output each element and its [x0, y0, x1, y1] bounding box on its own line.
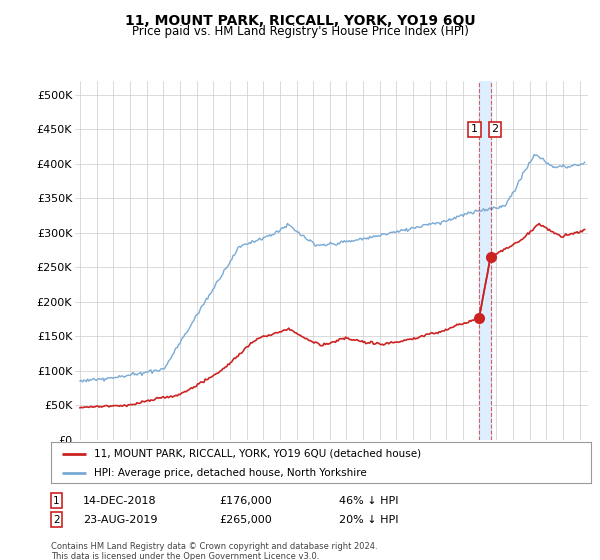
Text: 46% ↓ HPI: 46% ↓ HPI [339, 496, 398, 506]
Text: 11, MOUNT PARK, RICCALL, YORK, YO19 6QU: 11, MOUNT PARK, RICCALL, YORK, YO19 6QU [125, 14, 475, 28]
Text: 14-DEC-2018: 14-DEC-2018 [83, 496, 157, 506]
Text: £176,000: £176,000 [219, 496, 272, 506]
Text: 23-AUG-2019: 23-AUG-2019 [83, 515, 157, 525]
Text: 2: 2 [53, 515, 59, 525]
Text: 20% ↓ HPI: 20% ↓ HPI [339, 515, 398, 525]
Text: Price paid vs. HM Land Registry's House Price Index (HPI): Price paid vs. HM Land Registry's House … [131, 25, 469, 38]
Text: 1: 1 [471, 124, 478, 134]
Text: 11, MOUNT PARK, RICCALL, YORK, YO19 6QU (detached house): 11, MOUNT PARK, RICCALL, YORK, YO19 6QU … [94, 449, 421, 459]
Text: 1: 1 [53, 496, 59, 506]
Text: £265,000: £265,000 [219, 515, 272, 525]
Text: HPI: Average price, detached house, North Yorkshire: HPI: Average price, detached house, Nort… [94, 468, 367, 478]
Bar [479, 81, 491, 440]
Text: 2: 2 [491, 124, 499, 134]
Text: Contains HM Land Registry data © Crown copyright and database right 2024.
This d: Contains HM Land Registry data © Crown c… [51, 542, 377, 560]
